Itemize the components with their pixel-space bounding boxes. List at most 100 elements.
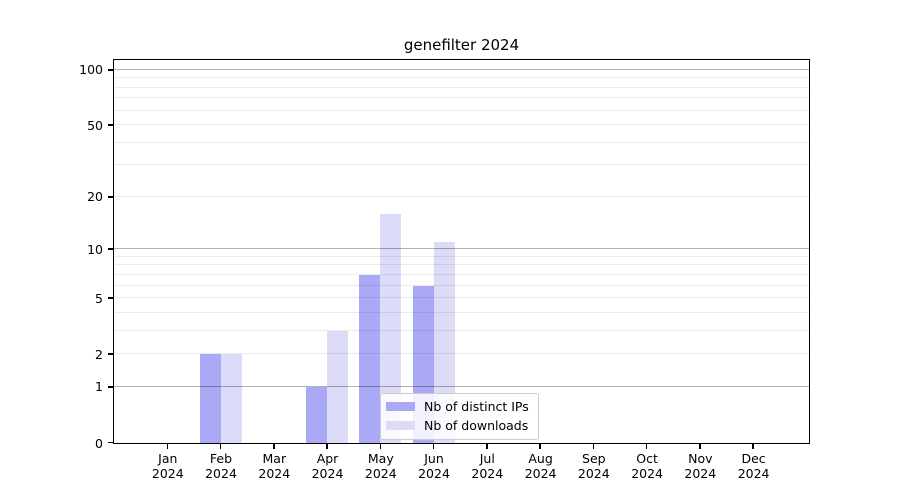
y-tick bbox=[108, 69, 114, 71]
x-tick-year: 2024 bbox=[577, 465, 610, 481]
x-tick bbox=[539, 443, 541, 449]
x-tick-month: Jun bbox=[424, 451, 444, 466]
x-tick-label: May 2024 bbox=[349, 451, 413, 481]
x-tick-year: 2024 bbox=[205, 465, 237, 481]
legend: Nb of distinct IPs Nb of downloads bbox=[380, 393, 539, 440]
x-tick-label: Jun 2024 bbox=[402, 451, 466, 481]
gridline-major bbox=[114, 68, 809, 70]
y-tick-label: 0 bbox=[95, 435, 103, 451]
gridline-minor bbox=[114, 311, 809, 313]
gridline-minor bbox=[114, 109, 809, 111]
bar-distinct-ips-may bbox=[359, 274, 381, 443]
x-tick-year: 2024 bbox=[418, 465, 450, 481]
legend-label-distinct-ips: Nb of distinct IPs bbox=[424, 399, 529, 414]
gridline-major bbox=[114, 385, 809, 387]
x-tick-label: Oct 2024 bbox=[615, 451, 679, 481]
legend-swatch-distinct-ips bbox=[386, 402, 415, 411]
legend-swatch-downloads bbox=[386, 421, 415, 430]
x-tick-label: Nov 2024 bbox=[668, 451, 732, 481]
gridline-minor bbox=[114, 353, 809, 355]
y-tick bbox=[108, 248, 114, 250]
plot-area bbox=[108, 59, 810, 449]
bar-downloads-apr bbox=[327, 330, 349, 443]
gridline-minor bbox=[114, 329, 809, 331]
x-tick-label: Dec 2024 bbox=[722, 451, 786, 481]
y-tick-label: 100 bbox=[79, 62, 103, 78]
bar-downloads-may bbox=[380, 213, 402, 443]
x-tick-label: Jan 2024 bbox=[136, 451, 200, 481]
legend-label-downloads: Nb of downloads bbox=[424, 418, 529, 433]
x-tick-month: Mar bbox=[262, 451, 287, 466]
x-tick-month: May bbox=[367, 451, 394, 466]
x-tick bbox=[219, 443, 222, 449]
y-tick bbox=[108, 441, 114, 443]
x-tick bbox=[379, 443, 381, 449]
y-tick bbox=[108, 386, 114, 388]
x-tick-label: Aug 2024 bbox=[509, 451, 573, 481]
x-tick-year: 2024 bbox=[524, 465, 557, 481]
bar-distinct-ips-feb bbox=[199, 354, 221, 443]
gridline-minor bbox=[114, 164, 809, 166]
x-tick-label: Apr 2024 bbox=[296, 451, 360, 481]
x-tick-label: Mar 2024 bbox=[242, 451, 306, 481]
legend-item-distinct-ips: Nb of distinct IPs bbox=[386, 399, 529, 414]
x-tick bbox=[486, 443, 488, 449]
x-tick-year: 2024 bbox=[471, 465, 504, 481]
gridline-minor bbox=[114, 273, 809, 275]
x-tick-year: 2024 bbox=[151, 465, 184, 481]
x-tick bbox=[326, 443, 328, 449]
x-tick bbox=[432, 443, 435, 449]
y-tick-label: 50 bbox=[87, 117, 103, 133]
gridline-minor bbox=[114, 297, 809, 299]
gridline-minor bbox=[114, 255, 809, 257]
x-tick-year: 2024 bbox=[311, 465, 344, 481]
x-tick-month: Aug bbox=[528, 451, 553, 466]
bar-downloads-feb bbox=[220, 354, 242, 443]
gridline-minor bbox=[114, 97, 809, 99]
y-tick bbox=[108, 196, 114, 198]
gridline-minor bbox=[114, 124, 809, 126]
y-tick-label: 1 bbox=[95, 379, 103, 395]
gridline-major bbox=[114, 248, 809, 250]
gridline-minor bbox=[114, 264, 809, 266]
x-tick-month: Feb bbox=[209, 451, 233, 466]
gridline-minor bbox=[114, 141, 809, 143]
gridline-minor bbox=[114, 86, 809, 88]
x-tick bbox=[592, 443, 595, 449]
x-tick-month: Dec bbox=[741, 451, 766, 466]
x-tick-label: Feb 2024 bbox=[189, 451, 253, 481]
x-tick bbox=[273, 443, 275, 449]
x-tick-month: Sep bbox=[582, 451, 606, 466]
x-tick-month: Jan bbox=[158, 451, 178, 466]
x-tick bbox=[699, 443, 701, 449]
y-tick bbox=[108, 353, 114, 355]
x-tick-month: Apr bbox=[316, 451, 339, 466]
y-tick bbox=[108, 297, 114, 299]
x-tick-year: 2024 bbox=[258, 465, 291, 481]
y-tick bbox=[108, 124, 114, 126]
x-tick bbox=[166, 443, 168, 449]
bar-distinct-ips-apr bbox=[306, 386, 328, 443]
y-tick-label: 5 bbox=[95, 290, 103, 306]
x-tick-year: 2024 bbox=[631, 465, 663, 481]
x-tick bbox=[645, 443, 648, 449]
gridline-minor bbox=[114, 195, 809, 197]
x-tick-month: Oct bbox=[636, 451, 658, 466]
x-tick-year: 2024 bbox=[684, 465, 717, 481]
y-tick-label: 10 bbox=[87, 241, 103, 257]
chart-title: genefilter 2024 bbox=[403, 36, 520, 54]
gridline-minor bbox=[114, 284, 809, 286]
bar-downloads-jun bbox=[433, 242, 455, 443]
x-tick-month: Jul bbox=[479, 451, 495, 466]
y-tick-label: 2 bbox=[95, 346, 103, 362]
x-tick bbox=[752, 443, 754, 449]
x-tick-label: Sep 2024 bbox=[562, 451, 626, 481]
x-tick-year: 2024 bbox=[737, 465, 770, 481]
legend-item-downloads: Nb of downloads bbox=[386, 418, 529, 433]
x-tick-label: Jul 2024 bbox=[455, 451, 519, 481]
gridline-minor bbox=[114, 77, 809, 79]
y-tick-label: 20 bbox=[87, 189, 103, 205]
x-tick-year: 2024 bbox=[364, 465, 397, 481]
x-tick-month: Nov bbox=[688, 451, 713, 466]
